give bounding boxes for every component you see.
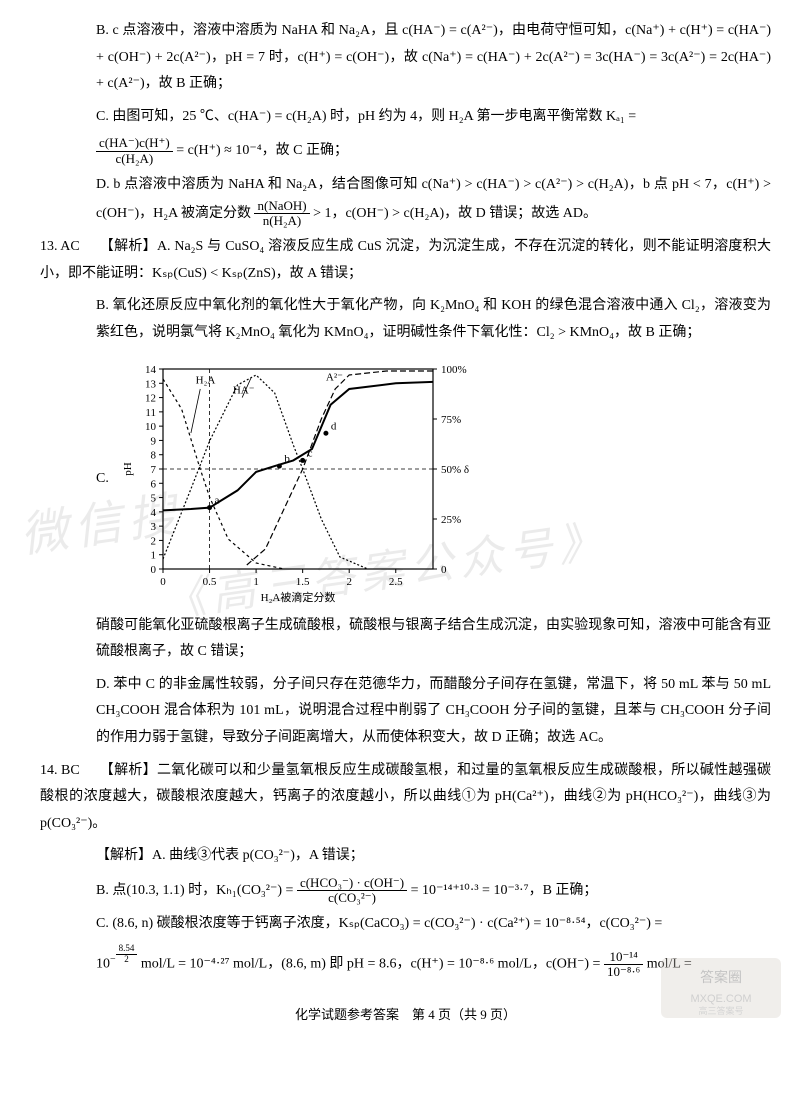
q14-number: 14. BC: [40, 758, 96, 785]
q14-row: 14. BC 【解析】二氧化碳可以和少量氢氧根反应生成碳酸氢根，和过量的氢氧根反…: [40, 758, 771, 838]
svg-text:c: c: [307, 447, 312, 459]
q14-c2-tail: mol/L =: [647, 957, 692, 972]
q13-row: 13. AC 【解析】A. Na₂S 与 CuSO₄ 溶液反应生成 CuS 沉淀…: [40, 234, 771, 287]
svg-text:2: 2: [346, 576, 352, 588]
q14-option-b: B. 点(10.3, 1.1) 时，Kₕ₁(CO₃²⁻) = c(HCO₃⁻) …: [40, 876, 771, 906]
frac-den: c(H₂A): [96, 152, 173, 166]
q14-b-head: B. 点(10.3, 1.1) 时，Kₕ₁(CO₃²⁻) =: [96, 883, 297, 898]
svg-text:A²⁻: A²⁻: [326, 371, 343, 383]
q13-intro: 【解析】A. Na₂S 与 CuSO₄ 溶液反应生成 CuS 沉淀，为沉淀生成，…: [40, 239, 771, 281]
svg-text:2.5: 2.5: [389, 576, 403, 588]
q12-option-b: B. c 点溶液中，溶液中溶质为 NaHA 和 Na₂A，且 c(HA⁻) = …: [40, 18, 771, 98]
q14-b-tail: = 10⁻¹⁴⁺¹⁰·³ = 10⁻³·⁷，B 正确；: [411, 883, 598, 898]
q12-option-c: C. 由图可知，25 ℃、c(HA⁻) = c(H₂A) 时，pH 约为 4，则…: [40, 104, 771, 131]
frac-den: n(H₂A): [254, 214, 309, 228]
q13-c-after: 硝酸可能氧化亚硫酸根离子生成硫酸根，硫酸根与银离子结合生成沉淀，由实验现象可知，…: [40, 613, 771, 666]
q13-number: 13. AC: [40, 234, 96, 261]
q14-c2-base: 10: [96, 957, 110, 972]
svg-text:14: 14: [145, 364, 157, 376]
svg-text:a: a: [214, 494, 219, 506]
q12-option-c-cont: c(HA⁻)c(H⁺) c(H₂A) = c(H⁺) ≈ 10⁻⁴，故 C 正确…: [40, 136, 771, 166]
titration-chart: 0123456789101112131400.511.522.5025%50% …: [115, 355, 475, 605]
q12-option-d: D. b 点溶液中溶质为 NaHA 和 Na₂A，结合图像可知 c(Na⁺) >…: [40, 172, 771, 228]
frac-num: c(HA⁻)c(H⁺): [96, 136, 173, 151]
svg-text:pH: pH: [122, 462, 134, 476]
svg-text:b: b: [284, 453, 290, 465]
q13-option-d: D. 苯中 C 的非金属性较弱，分子间只存在范德华力，而醋酸分子间存在氢键，常温…: [40, 672, 771, 752]
svg-text:1.5: 1.5: [296, 576, 310, 588]
svg-text:100%: 100%: [441, 364, 467, 376]
svg-text:3: 3: [150, 521, 156, 533]
svg-text:75%: 75%: [441, 414, 461, 426]
frac-num: 10⁻¹⁴: [604, 950, 643, 965]
svg-text:50% δ: 50% δ: [441, 464, 469, 476]
svg-text:0: 0: [160, 576, 166, 588]
svg-text:9: 9: [150, 435, 156, 447]
q12-d-frac: n(NaOH) n(H₂A): [254, 199, 309, 229]
svg-text:10: 10: [145, 421, 157, 433]
svg-text:25%: 25%: [441, 514, 461, 526]
q13-option-b: B. 氧化还原反应中氧化剂的氧化性大于氧化产物，向 K₂MnO₄ 和 KOH 的…: [40, 293, 771, 346]
svg-text:0.5: 0.5: [203, 576, 217, 588]
svg-text:8: 8: [150, 449, 156, 461]
exp-den: 2: [116, 955, 138, 965]
frac-num: n(NaOH): [254, 199, 309, 214]
svg-text:1: 1: [253, 576, 259, 588]
svg-text:0: 0: [150, 564, 156, 576]
svg-text:2: 2: [150, 535, 156, 547]
q12-c-tail: = c(H⁺) ≈ 10⁻⁴，故 C 正确；: [176, 143, 348, 158]
q12-c-frac: c(HA⁻)c(H⁺) c(H₂A): [96, 136, 173, 166]
svg-text:4: 4: [150, 506, 156, 518]
svg-text:H₂A被滴定分数: H₂A被滴定分数: [260, 590, 335, 604]
frac-den: 10⁻⁸·⁶: [604, 965, 643, 979]
frac-den: c(CO₃²⁻): [297, 891, 407, 905]
q14-option-c: C. (8.6, n) 碳酸根浓度等于钙离子浓度，Kₛₚ(CaCO₃) = c(…: [40, 911, 771, 938]
svg-text:H₂A: H₂A: [195, 374, 215, 386]
frac-num: c(HCO₃⁻) · c(OH⁻): [297, 876, 407, 891]
svg-text:5: 5: [150, 492, 156, 504]
q12-c-text1: C. 由图可知，25 ℃、c(HA⁻) = c(H₂A) 时，pH 约为 4，则…: [96, 109, 636, 124]
q14-intro: 【解析】二氧化碳可以和少量氢氧根反应生成碳酸氢根，和过量的氢氧根反应生成碳酸根，…: [40, 763, 771, 831]
q14-b-frac: c(HCO₃⁻) · c(OH⁻) c(CO₃²⁻): [297, 876, 407, 906]
q14-c2-mid: mol/L = 10⁻⁴·²⁷ mol/L，(8.6, m) 即 pH = 8.…: [141, 957, 604, 972]
svg-text:13: 13: [145, 378, 157, 390]
q14-option-c-line2: 10− 8.54 2 mol/L = 10⁻⁴·²⁷ mol/L，(8.6, m…: [40, 944, 771, 979]
q12-d-tail: > 1，c(OH⁻) > c(H₂A)，故 D 错误；故选 AD。: [313, 206, 597, 221]
svg-text:11: 11: [145, 406, 156, 418]
svg-text:1: 1: [150, 549, 156, 561]
svg-text:12: 12: [145, 392, 156, 404]
q14-c2-frac: 10⁻¹⁴ 10⁻⁸·⁶: [604, 950, 643, 980]
q13-chart-row: C. 0123456789101112131400.511.522.5025%5…: [96, 355, 771, 605]
svg-text:0: 0: [441, 564, 447, 576]
q14-option-a: 【解析】A. 曲线③代表 p(CO₃²⁻)，A 错误；: [40, 843, 771, 870]
page-footer: 化学试题参考答案 第 4 页（共 9 页）: [40, 1003, 771, 1028]
svg-text:6: 6: [150, 478, 156, 490]
svg-text:d: d: [331, 420, 337, 432]
q13-c-label: C.: [96, 466, 109, 493]
svg-text:7: 7: [150, 464, 156, 476]
